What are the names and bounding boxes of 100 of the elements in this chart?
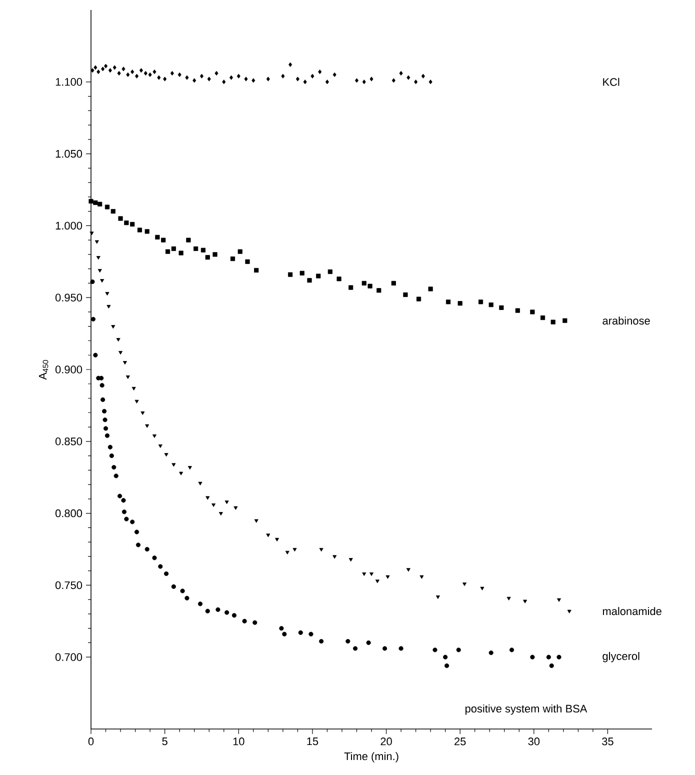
point — [110, 209, 116, 214]
x-tick-label: 30 — [528, 738, 540, 746]
point — [292, 548, 297, 552]
point — [132, 386, 136, 390]
y-tick-label: 0.750 — [55, 581, 82, 590]
point — [218, 512, 223, 516]
point — [148, 72, 152, 77]
annotation: positive system with BSA — [465, 704, 588, 715]
point — [254, 268, 259, 273]
point — [279, 626, 284, 631]
point — [186, 238, 191, 242]
y-axis-title: A$_{450}$ — [38, 360, 48, 380]
point — [348, 558, 353, 562]
point — [403, 292, 408, 298]
point — [530, 310, 535, 314]
point — [252, 78, 256, 83]
point — [122, 510, 127, 514]
point — [391, 280, 396, 286]
point — [134, 400, 139, 404]
point — [198, 602, 203, 606]
point — [550, 320, 556, 324]
point — [506, 596, 511, 600]
point — [145, 424, 150, 428]
point — [90, 279, 95, 284]
point — [124, 516, 129, 522]
point — [126, 375, 130, 379]
point — [458, 301, 462, 306]
point — [152, 434, 156, 438]
point — [540, 315, 546, 320]
point — [136, 542, 141, 548]
point — [296, 76, 300, 82]
point — [238, 249, 242, 254]
point — [478, 300, 484, 304]
point — [245, 259, 250, 264]
point — [281, 74, 285, 78]
point — [100, 279, 104, 283]
point — [144, 70, 148, 76]
point — [398, 646, 404, 651]
point — [436, 595, 440, 599]
point — [164, 571, 169, 576]
point — [94, 240, 99, 244]
y-tick-label: 0.950 — [55, 294, 82, 302]
point — [93, 200, 98, 205]
point — [362, 280, 366, 286]
point — [130, 222, 135, 227]
point — [352, 646, 358, 651]
point — [163, 76, 167, 82]
point — [310, 74, 314, 78]
point — [346, 638, 350, 644]
y-tick-label: 0.800 — [55, 509, 82, 518]
point — [98, 269, 102, 273]
point — [298, 630, 303, 635]
x-tick-label: 15 — [307, 738, 318, 746]
point — [200, 248, 206, 252]
x-tick-label: 35 — [602, 738, 614, 746]
point — [546, 654, 551, 660]
point — [158, 444, 162, 448]
point — [428, 80, 432, 84]
point — [134, 530, 140, 534]
x-tick-label: 5 — [162, 738, 168, 746]
y-tick-label: 0.700 — [55, 653, 82, 661]
point — [549, 663, 554, 668]
x-tick-label: 0 — [88, 738, 94, 746]
point — [207, 76, 211, 82]
point — [130, 70, 134, 74]
point — [214, 70, 218, 76]
point — [414, 80, 418, 84]
point — [205, 255, 210, 260]
point — [307, 278, 312, 283]
point — [234, 506, 238, 510]
point — [420, 575, 424, 579]
point — [90, 232, 94, 236]
point — [152, 70, 156, 74]
point — [194, 246, 198, 251]
point — [216, 607, 220, 612]
point — [108, 444, 112, 450]
point — [399, 70, 403, 76]
point — [212, 503, 216, 507]
point — [275, 538, 280, 542]
point — [499, 305, 504, 310]
point — [121, 498, 126, 503]
point — [106, 304, 111, 309]
point — [99, 376, 104, 380]
point — [562, 318, 568, 323]
point — [139, 68, 143, 73]
point — [488, 650, 494, 656]
point — [137, 228, 142, 232]
point — [100, 383, 104, 388]
y-tick-label: 1.000 — [56, 222, 82, 230]
point — [421, 74, 425, 78]
point — [117, 494, 122, 498]
y-tick-label: 1.050 — [56, 150, 82, 158]
point — [332, 555, 337, 559]
point — [368, 284, 372, 288]
point — [316, 274, 321, 278]
point — [432, 648, 438, 652]
y-tick-label: 0.900 — [55, 366, 82, 374]
point — [206, 496, 210, 500]
point — [515, 308, 520, 313]
point — [523, 600, 528, 604]
